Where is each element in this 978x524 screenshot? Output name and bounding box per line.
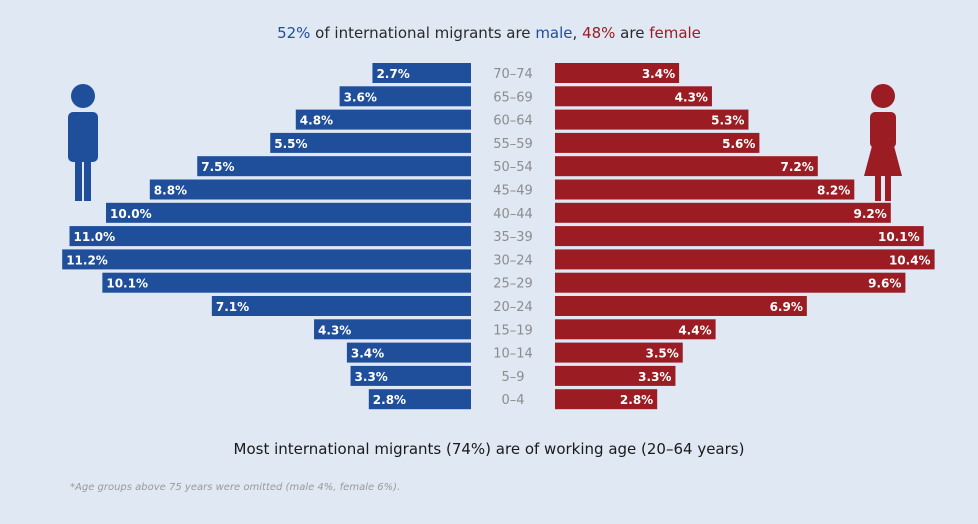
female-bar-label: 6.9%: [770, 300, 803, 314]
female-bar-label: 5.3%: [711, 114, 744, 128]
female-bar-label: 3.4%: [642, 67, 675, 81]
title-separator: ,: [572, 24, 583, 42]
male-bar: [62, 249, 471, 270]
male-percent: 52%: [277, 24, 311, 42]
female-bar-label: 3.3%: [638, 370, 671, 384]
male-bar-label: 10.0%: [110, 207, 152, 221]
male-bar: [346, 342, 471, 363]
female-bar: [555, 249, 935, 270]
male-bar-label: 8.8%: [154, 184, 187, 198]
age-group-label: 0–4: [501, 393, 524, 408]
age-group-label: 10–14: [493, 347, 533, 362]
female-bar-label: 8.2%: [817, 184, 850, 198]
female-bar-label: 3.5%: [645, 347, 678, 361]
male-bar: [339, 86, 471, 107]
female-bars: 3.4%4.3%5.3% 5.6% 7.2%8.2% 9.2% 10.1% 10.4% 9.…: [555, 63, 935, 410]
male-bar: [270, 132, 471, 153]
age-group-label: 70–74: [493, 67, 533, 82]
male-bar-label: 7.5%: [201, 160, 234, 174]
age-group-label: 50–54: [493, 160, 533, 175]
female-bar: [555, 132, 760, 153]
age-group-labels: 70–74 65–69 60–64 55–59 50–54 45–49 40–44 35–39…: [493, 67, 533, 408]
male-bar-label: 7.1%: [216, 300, 249, 314]
female-bar-label: 7.2%: [781, 160, 814, 174]
female-bar: [555, 226, 924, 247]
male-bar: [197, 156, 471, 177]
male-bar-label: 10.1%: [106, 277, 148, 291]
female-bar-label: 10.4%: [889, 253, 931, 267]
female-bar: [555, 365, 676, 386]
male-word: male: [535, 24, 573, 42]
age-group-label: 20–24: [493, 300, 533, 315]
male-bar-label: 11.2%: [66, 253, 108, 267]
female-bar: [555, 86, 712, 107]
female-bar: [555, 272, 906, 293]
age-group-label: 45–49: [493, 184, 533, 199]
title-text-1: of international migrants are: [310, 24, 536, 42]
male-bar: [102, 272, 471, 293]
female-bar-label: 2.8%: [620, 393, 653, 407]
chart-title: 52% of international migrants are male, …: [0, 24, 978, 42]
male-bar: [106, 202, 471, 223]
male-bar: [69, 226, 471, 247]
male-bar-label: 11.0%: [74, 230, 116, 244]
age-group-label: 40–44: [493, 207, 533, 222]
male-bar: [295, 109, 471, 130]
female-bar: [555, 389, 658, 410]
female-bar: [555, 109, 749, 130]
female-bar: [555, 342, 683, 363]
female-bar-label: 4.3%: [675, 90, 708, 104]
age-group-label: 65–69: [493, 90, 533, 105]
male-bar-label: 2.8%: [373, 393, 406, 407]
male-bar: [372, 63, 471, 83]
male-bar: [368, 389, 471, 410]
age-group-label: 55–59: [493, 137, 533, 152]
male-bar-label: 4.8%: [300, 114, 333, 128]
female-bar: [555, 319, 716, 340]
female-bar: [555, 63, 680, 83]
age-group-label: 30–24: [493, 253, 533, 268]
female-percent: 48%: [582, 24, 616, 42]
male-bar: [149, 179, 472, 200]
age-group-label: 15–19: [493, 323, 533, 338]
female-word: female: [649, 24, 701, 42]
female-bar-label: 4.4%: [678, 323, 711, 337]
male-bar-label: 2.7%: [376, 67, 409, 81]
age-group-label: 25–29: [493, 277, 533, 292]
female-bar-label: 9.2%: [854, 207, 887, 221]
female-bar: [555, 296, 807, 316]
male-bar: [211, 296, 471, 316]
chart-subtitle: Most international migrants (74%) are of…: [233, 440, 745, 458]
male-bar-label: 3.6%: [344, 90, 377, 104]
title-text-2: are: [615, 24, 650, 42]
age-group-label: 35–39: [493, 230, 533, 245]
age-group-label: 60–64: [493, 114, 533, 129]
male-bars: 2.7% 3.6% 4.8% 5.5% 7.5% 8.8%10.0% 11.0% 11.2% 1…: [62, 63, 472, 410]
footnote: *Age groups above 75 years were omitted …: [70, 482, 401, 493]
male-bar-label: 4.3%: [318, 323, 351, 337]
male-bar: [350, 365, 471, 386]
male-bar: [314, 319, 471, 340]
female-bar-label: 5.6%: [722, 137, 755, 151]
male-bar-label: 3.3%: [355, 370, 388, 384]
female-bar: [555, 202, 891, 223]
male-bar-label: 5.5%: [274, 137, 307, 151]
male-bar-label: 3.4%: [351, 347, 384, 361]
male-person-icon: [68, 84, 98, 201]
female-person-icon: [864, 84, 902, 201]
female-bar: [555, 179, 855, 200]
female-bar-label: 10.1%: [878, 230, 920, 244]
age-group-label: 5–9: [501, 370, 524, 385]
female-bar-label: 9.6%: [868, 277, 901, 291]
female-bar: [555, 156, 818, 177]
